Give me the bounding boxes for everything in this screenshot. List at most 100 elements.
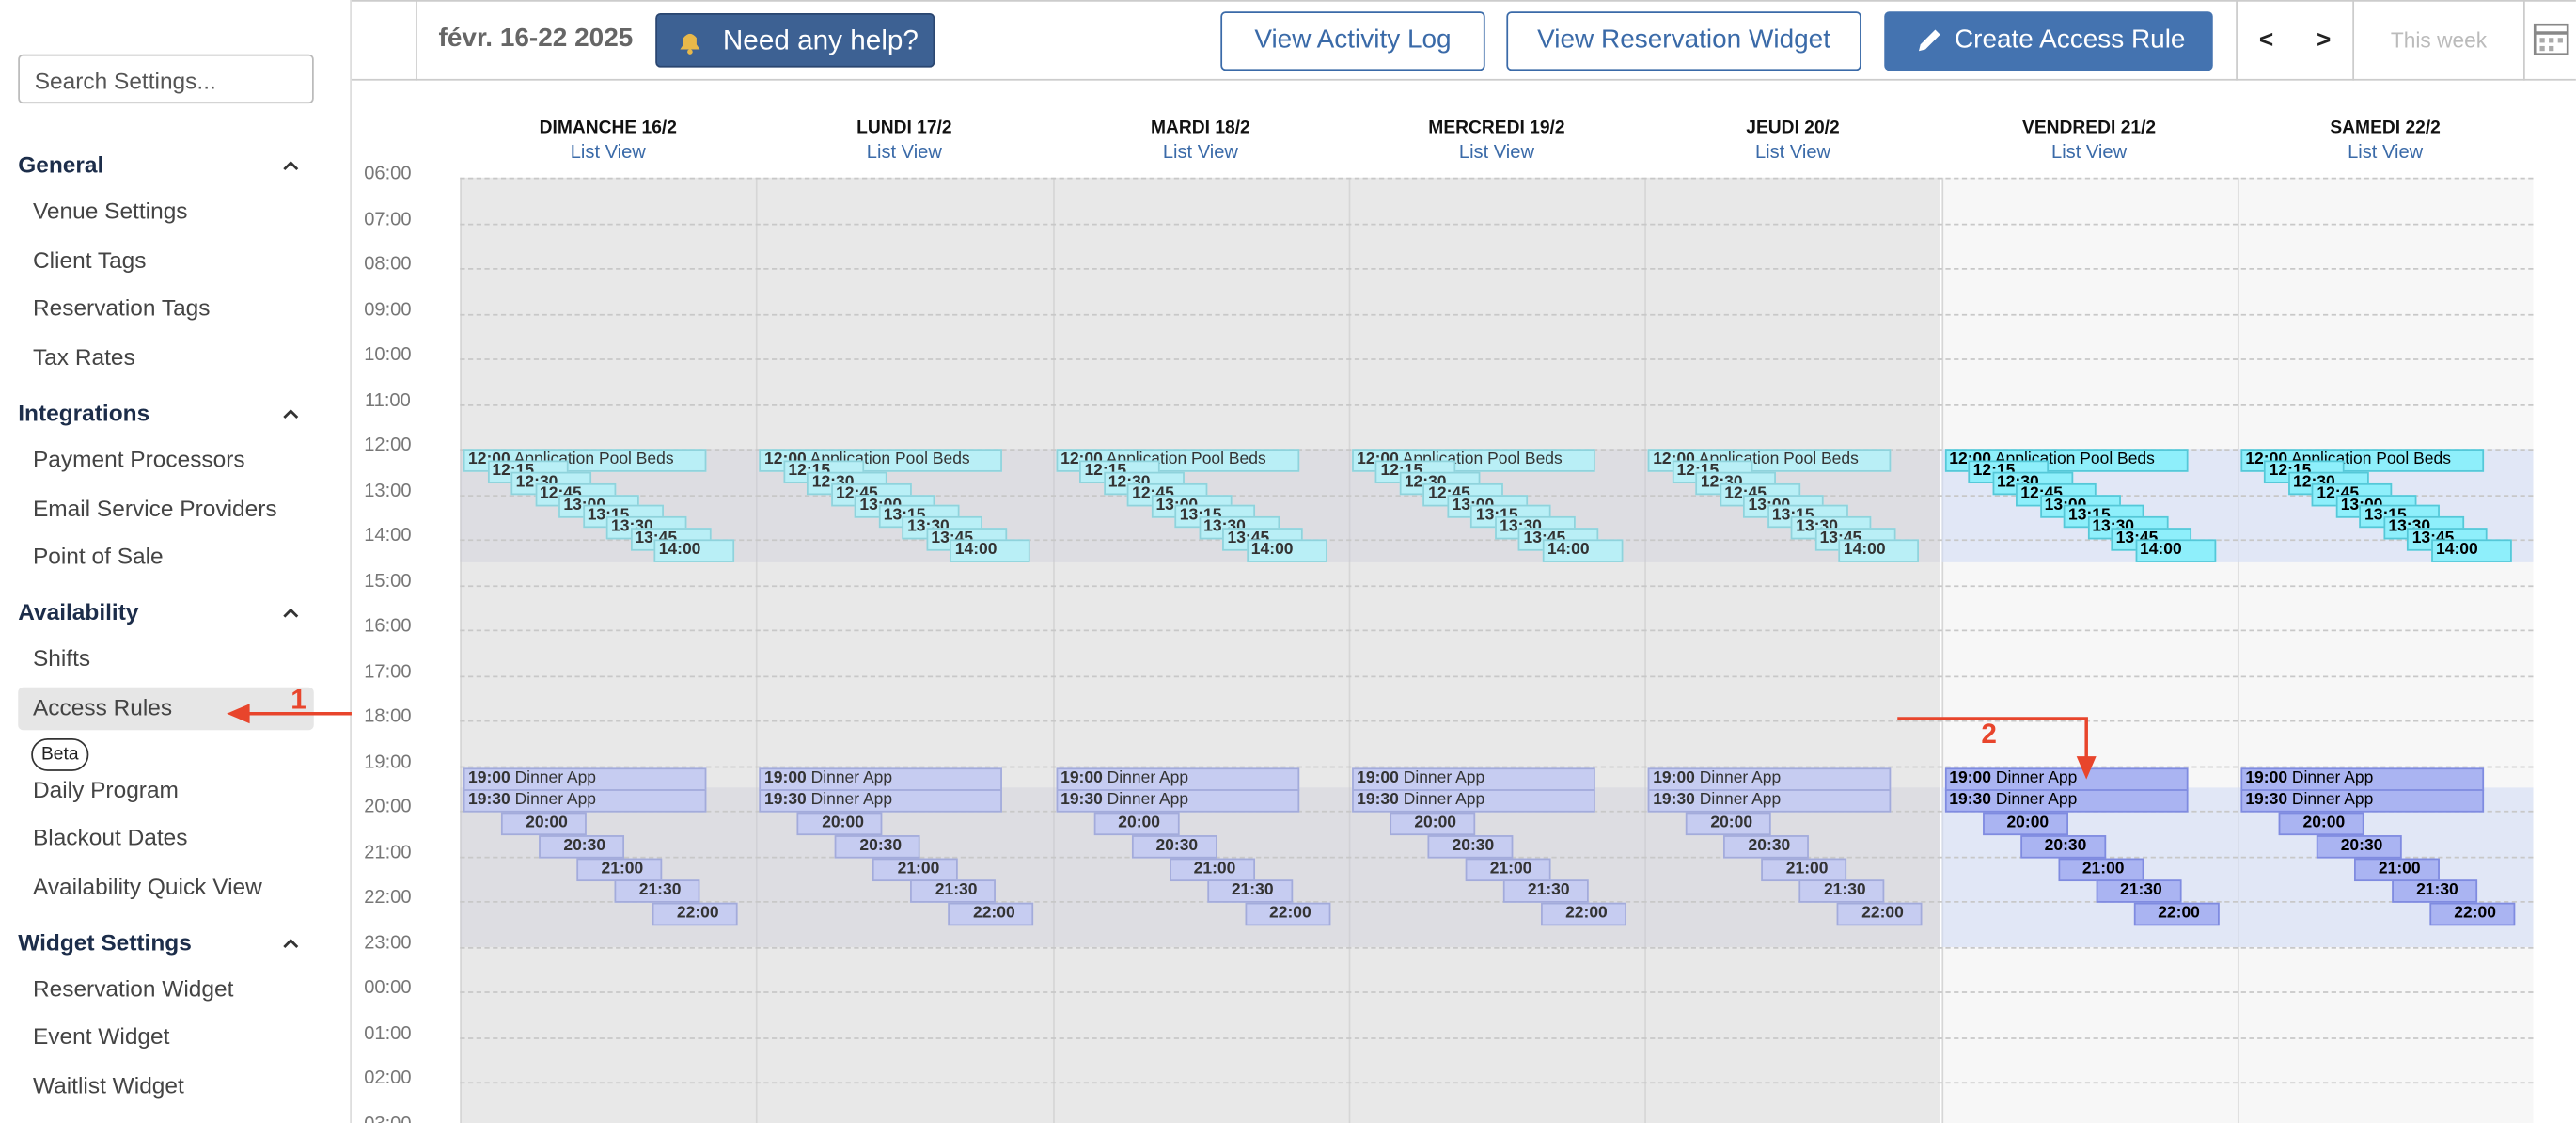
chevron[interactable]	[281, 154, 301, 174]
dinner-event[interactable]: 21:30	[1206, 879, 1293, 904]
sidebar-item[interactable]: Blackout Dates	[32, 824, 188, 851]
help-button[interactable]: Need any help?	[655, 12, 935, 68]
chevron[interactable]	[281, 602, 301, 622]
dinner-event[interactable]: 19:30 Dinner App	[2240, 789, 2484, 814]
dinner-event[interactable]: 19:00 Dinner App	[1351, 767, 1595, 791]
dinner-event[interactable]: 21:30	[1502, 879, 1589, 904]
dinner-event[interactable]: 19:30 Dinner App	[1351, 789, 1595, 814]
this-week-button[interactable]: This week	[2390, 27, 2488, 53]
list-view-link[interactable]: List View	[1162, 143, 1238, 164]
sidebar-item[interactable]: Event Widget	[32, 1023, 170, 1051]
sidebar-item[interactable]: Email Service Providers	[32, 494, 277, 521]
list-view-link[interactable]: List View	[1458, 143, 1534, 164]
dinner-event[interactable]: 19:30 Dinner App	[1647, 789, 1892, 814]
sidebar-item[interactable]: Reservation Widget	[32, 974, 234, 1002]
list-view-link[interactable]: List View	[570, 143, 646, 164]
dinner-event[interactable]: 22:00	[1836, 902, 1923, 926]
nav-cell	[2352, 0, 2355, 81]
chevron[interactable]	[281, 403, 301, 422]
dinner-event[interactable]: 20:30	[539, 834, 625, 859]
sidebar-item[interactable]: Shifts	[32, 644, 91, 672]
list-view-link[interactable]: List View	[866, 143, 942, 164]
dinner-event[interactable]: 19:00 Dinner App	[2240, 767, 2484, 791]
section-title[interactable]: Availability	[18, 598, 139, 625]
dinner-event[interactable]: 22:00	[1540, 902, 1626, 926]
dinner-event[interactable]: 19:00 Dinner App	[759, 767, 1003, 791]
dinner-event[interactable]: 21:00	[2353, 857, 2440, 881]
dinner-event[interactable]: 19:00 Dinner App	[463, 767, 707, 791]
section-title[interactable]: Widget Settings	[18, 928, 192, 956]
lunch-event[interactable]: 14:00	[2430, 539, 2512, 562]
hour-label: 16:00	[364, 616, 412, 637]
dinner-event[interactable]: 22:00	[1244, 902, 1330, 926]
dinner-event[interactable]: 21:00	[1169, 857, 1255, 881]
sidebar-item[interactable]: Payment Processors	[32, 445, 245, 472]
sidebar-item[interactable]: Daily Program	[32, 775, 179, 802]
dinner-event[interactable]: 21:30	[614, 879, 700, 904]
dinner-event[interactable]: 21:00	[2057, 857, 2144, 881]
section-title[interactable]: General	[18, 150, 104, 178]
dinner-event[interactable]: 21:00	[1761, 857, 1847, 881]
lunch-event[interactable]: 14:00	[653, 539, 735, 562]
dinner-event[interactable]: 20:30	[1427, 834, 1514, 859]
activity-log-button[interactable]: View Activity Log	[1220, 11, 1485, 71]
calendar-icon[interactable]	[2523, 0, 2576, 81]
sidebar-item[interactable]: Point of Sale	[32, 543, 164, 570]
dinner-event[interactable]: 19:30 Dinner App	[1944, 789, 2188, 814]
dinner-event[interactable]: 20:00	[500, 812, 587, 836]
lunch-event[interactable]: 14:00	[1542, 539, 1624, 562]
dinner-event[interactable]: 22:00	[2429, 902, 2515, 926]
dinner-event[interactable]: 21:00	[576, 857, 663, 881]
list-view-link[interactable]: List View	[2051, 143, 2128, 164]
list-view-link[interactable]: List View	[1754, 143, 1831, 164]
sidebar-item[interactable]: Waitlist Widget	[32, 1071, 184, 1099]
lunch-event[interactable]: 14:00	[950, 539, 1031, 562]
create-rule-button[interactable]: Create Access Rule	[1884, 11, 2213, 71]
event-label: Dinner App	[1403, 768, 1485, 787]
dinner-event[interactable]: 20:00	[1686, 812, 1772, 836]
lunch-event[interactable]: 14:00	[1838, 539, 1920, 562]
prev-button[interactable]: <	[2258, 25, 2274, 55]
dinner-event[interactable]: 20:30	[835, 834, 921, 859]
dinner-event[interactable]: 19:30 Dinner App	[1055, 789, 1299, 814]
list-view-link[interactable]: List View	[2348, 143, 2424, 164]
dinner-event[interactable]: 20:00	[1982, 812, 2068, 836]
sidebar-item[interactable]: Client Tags	[32, 245, 147, 273]
dinner-event[interactable]: 20:30	[2019, 834, 2106, 859]
dinner-event[interactable]: 19:00 Dinner App	[1647, 767, 1892, 791]
lunch-event[interactable]: 14:00	[1246, 539, 1327, 562]
dinner-event[interactable]: 22:00	[2132, 902, 2219, 926]
section-title[interactable]: Integrations	[18, 399, 150, 426]
dinner-event[interactable]: 22:00	[948, 902, 1034, 926]
dinner-event[interactable]: 20:00	[797, 812, 883, 836]
dinner-event[interactable]: 22:00	[652, 902, 738, 926]
reservation-widget-button[interactable]: View Reservation Widget	[1506, 11, 1861, 71]
event-time: 19:30	[1949, 791, 1991, 810]
dinner-event[interactable]: 21:00	[872, 857, 959, 881]
dinner-event[interactable]: 20:30	[2316, 834, 2402, 859]
dinner-event[interactable]: 19:00 Dinner App	[1944, 767, 2188, 791]
dinner-event[interactable]: 21:30	[910, 879, 997, 904]
dinner-event[interactable]: 21:30	[2095, 879, 2181, 904]
sidebar-item[interactable]: Tax Rates	[32, 343, 135, 371]
sidebar-item[interactable]: Venue Settings	[32, 197, 188, 224]
sidebar-item[interactable]: Access Rules	[32, 693, 173, 720]
chevron[interactable]	[281, 932, 301, 952]
dinner-event[interactable]: 20:30	[1131, 834, 1217, 859]
dinner-event[interactable]: 19:00 Dinner App	[1055, 767, 1299, 791]
dinner-event[interactable]: 20:00	[1093, 812, 1179, 836]
sidebar-item[interactable]: Availability Quick View	[32, 873, 262, 900]
dinner-event[interactable]: 21:30	[2391, 879, 2477, 904]
dinner-event[interactable]: 20:00	[2278, 812, 2364, 836]
lunch-event[interactable]: 12:00 Application Pool Beds	[1944, 449, 2188, 472]
next-button[interactable]: >	[2317, 25, 2332, 55]
search-box[interactable]: Search Settings...	[18, 54, 314, 104]
dinner-event[interactable]: 20:30	[1723, 834, 1810, 859]
dinner-event[interactable]: 20:00	[1390, 812, 1475, 836]
dinner-event[interactable]: 19:30 Dinner App	[759, 789, 1003, 814]
sidebar-item[interactable]: Reservation Tags	[32, 294, 211, 322]
lunch-event[interactable]: 14:00	[2134, 539, 2216, 562]
dinner-event[interactable]: 21:00	[1465, 857, 1551, 881]
dinner-event[interactable]: 19:30 Dinner App	[463, 789, 707, 814]
dinner-event[interactable]: 21:30	[1798, 879, 1885, 904]
